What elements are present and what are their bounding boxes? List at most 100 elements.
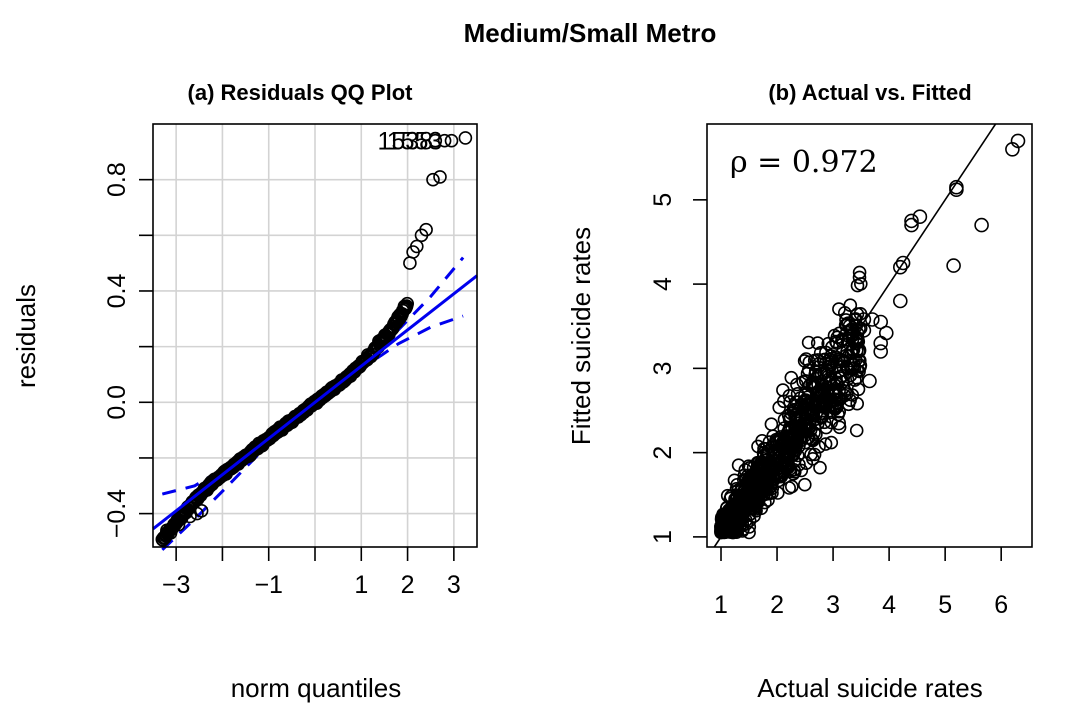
fit-point <box>892 293 908 309</box>
fit-y-tick-label-2: 3 <box>649 361 677 375</box>
fit-point <box>810 336 825 350</box>
fit-point <box>764 417 779 432</box>
figure-title: Medium/Small Metro <box>464 18 717 48</box>
fit-point <box>797 477 812 492</box>
fit-ref-line <box>713 123 997 548</box>
qq-x-tick-label-4: 1 <box>354 571 368 599</box>
fit-point <box>790 377 804 392</box>
fit-point <box>831 415 847 431</box>
fit-x-axis: 1 2 3 4 5 6 <box>714 547 1008 619</box>
fit-point <box>850 278 865 293</box>
fit-point <box>837 388 852 403</box>
correlation-label: ρ = 0.972 <box>730 145 878 180</box>
fit-point <box>760 447 775 461</box>
fit-point <box>799 397 814 412</box>
qq-point <box>409 239 424 254</box>
fit-point <box>892 259 908 275</box>
fit-point <box>838 384 852 399</box>
fit-point <box>774 458 789 473</box>
fit-point <box>742 470 757 484</box>
qq-point <box>419 222 433 237</box>
fit-plot-frame <box>706 123 1033 548</box>
fit-point <box>756 464 770 479</box>
fit-point <box>946 258 961 273</box>
qq-band-lower <box>161 314 464 551</box>
fit-point <box>757 483 772 498</box>
qq-point <box>194 503 209 518</box>
fit-point <box>852 270 867 285</box>
qq-point <box>183 509 197 524</box>
fit-point <box>842 318 858 334</box>
fit-point <box>769 432 783 447</box>
fit-point <box>849 423 864 438</box>
fit-point <box>801 363 816 377</box>
fit-point <box>974 217 989 233</box>
fit-point <box>850 363 865 378</box>
fit-panel: (b) Actual vs. Fitted ρ = 0.972 1 2 3 4 5 6 1… <box>566 80 1033 703</box>
fit-point <box>912 209 928 224</box>
fit-x-tick-label-3: 4 <box>882 591 896 619</box>
fit-point <box>821 336 836 351</box>
qq-reference-line <box>152 274 478 531</box>
fit-point <box>850 396 865 411</box>
qq-y-tick-label-0: −0.4 <box>103 489 131 538</box>
qq-point <box>160 523 174 538</box>
fit-point <box>727 507 742 521</box>
qq-y-tick-label-6: 0.8 <box>103 162 131 197</box>
fit-point <box>817 352 833 368</box>
fit-point <box>850 344 866 359</box>
qq-y-tick-label-4: 0.4 <box>103 274 131 309</box>
fit-x-axis-label: Actual suicide rates <box>757 673 982 703</box>
fit-point <box>749 498 763 513</box>
fit-point <box>823 398 838 413</box>
fit-x-tick-label-4: 5 <box>938 591 952 619</box>
qq-y-tick-label-2: 0.0 <box>103 385 131 420</box>
qq-x-tick-label-5: 2 <box>401 571 415 599</box>
fit-y-tick-label-3: 4 <box>649 277 677 291</box>
fit-point <box>856 312 872 327</box>
fit-point <box>798 407 813 421</box>
fit-point <box>813 460 827 475</box>
fit-point <box>812 439 826 454</box>
fit-point <box>775 465 790 479</box>
qq-point <box>400 296 415 311</box>
fit-y-tick-label-4: 5 <box>649 193 677 207</box>
qq-point <box>437 133 452 148</box>
qq-point <box>444 133 459 148</box>
fit-point <box>807 353 822 368</box>
qq-x-tick-label-0: −3 <box>162 571 191 599</box>
fit-x-tick-label-2: 3 <box>826 591 840 619</box>
fit-point <box>904 217 919 233</box>
fit-point <box>878 325 894 341</box>
qq-y-axis-label: residuals <box>11 284 41 388</box>
fit-point <box>873 335 889 351</box>
fit-points <box>714 133 1026 540</box>
fit-point <box>873 344 889 359</box>
fit-point <box>835 374 850 389</box>
fit-point <box>807 447 822 462</box>
fit-point <box>790 431 805 446</box>
fit-point <box>833 391 848 406</box>
fit-point <box>801 335 816 350</box>
fit-point <box>814 366 828 381</box>
fit-title: (b) Actual vs. Fitted <box>768 80 971 105</box>
qq-points <box>155 131 473 547</box>
fit-point <box>784 406 799 421</box>
fit-point <box>824 435 839 450</box>
qq-point <box>171 517 186 532</box>
fit-point <box>800 430 815 445</box>
fit-y-tick-label-0: 1 <box>649 530 677 544</box>
fit-point <box>895 255 911 271</box>
qq-x-axis: −3 −1 1 2 3 <box>162 547 461 599</box>
fit-point <box>847 361 862 375</box>
qq-point <box>403 256 417 270</box>
fit-y-axis: 1 2 3 4 5 <box>649 193 707 544</box>
qq-point <box>458 131 473 145</box>
qq-x-axis-label: norm quantiles <box>231 673 402 703</box>
fit-point <box>772 400 787 415</box>
qq-panel: (a) Residuals QQ Plot 1538155315538 −3 −1… <box>11 80 478 703</box>
qq-point <box>428 133 443 148</box>
qq-point <box>433 170 447 184</box>
qq-y-axis: −0.4 0.0 0.4 0.8 <box>103 162 153 538</box>
